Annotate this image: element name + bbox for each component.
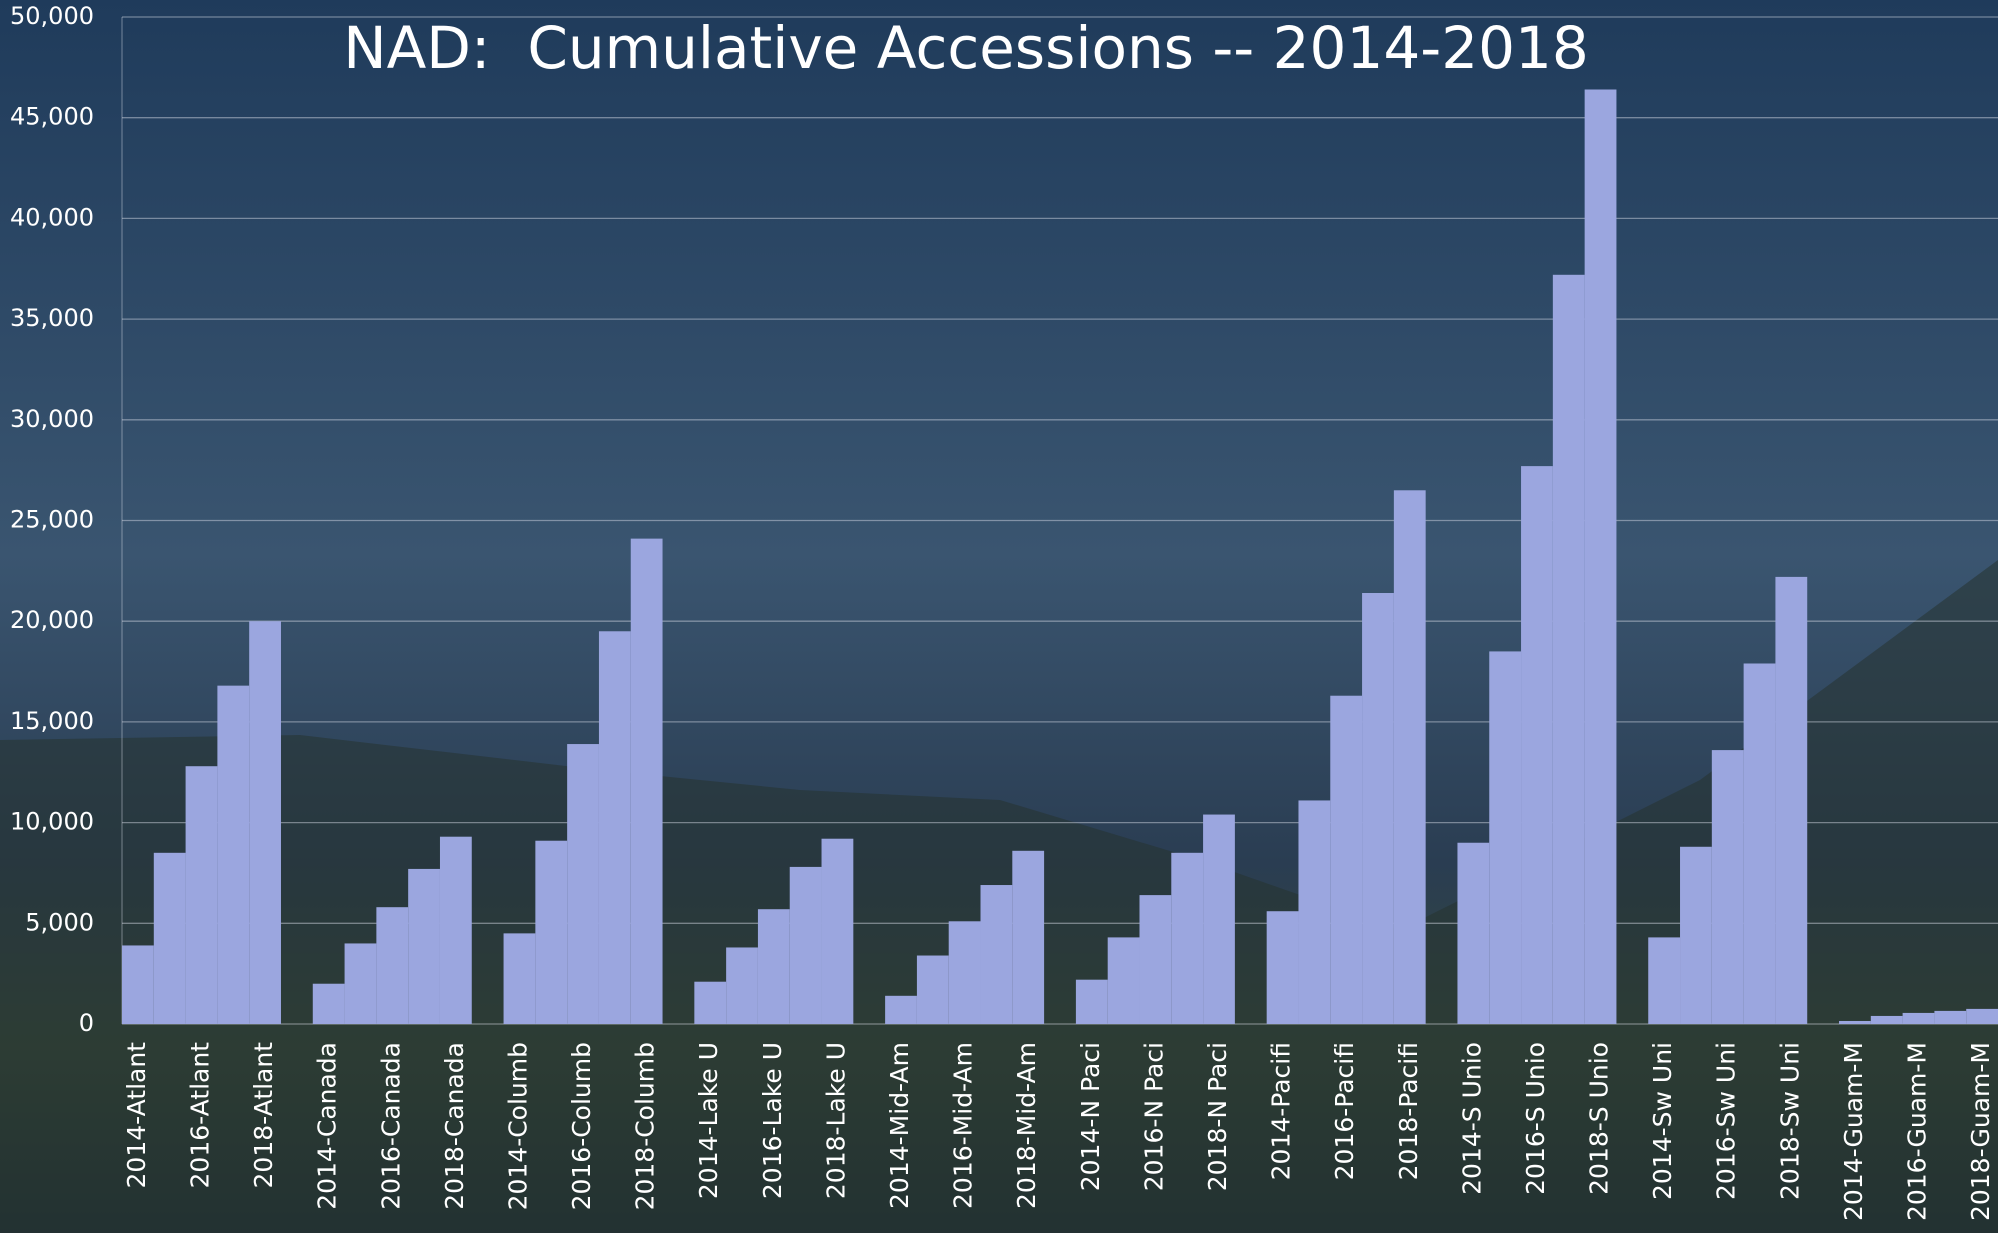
bar	[1362, 593, 1394, 1024]
x-tick-label: 2014-Pacifi	[1267, 1042, 1296, 1180]
x-tick-label: 2014-Mid-Am	[885, 1042, 914, 1209]
bar	[1012, 850, 1045, 1024]
bar	[1648, 937, 1681, 1024]
bar	[122, 945, 154, 1024]
bar	[376, 907, 409, 1024]
x-tick-label: 2016-Columb	[567, 1042, 596, 1210]
x-tick-label: 2016-Pacifi	[1330, 1042, 1359, 1180]
x-tick-label: 2014-Canada	[313, 1042, 342, 1210]
bar	[408, 868, 440, 1024]
bar	[249, 621, 281, 1024]
y-tick-label: 25,000	[10, 506, 94, 534]
bar	[1330, 695, 1363, 1024]
chart-title: NAD: Cumulative Accessions -- 2014-2018	[343, 14, 1589, 82]
bar	[757, 909, 790, 1024]
x-tick-label: 2014-Sw Uni	[1648, 1042, 1677, 1200]
x-tick-label: 2014-S Unio	[1457, 1042, 1486, 1195]
x-tick-label: 2018-Atlant	[249, 1042, 278, 1189]
x-tick-label: 2016-Sw Uni	[1712, 1042, 1741, 1200]
y-tick-label: 45,000	[10, 103, 94, 131]
x-tick-label: 2016-Lake U	[758, 1042, 787, 1199]
y-tick-label: 15,000	[10, 707, 94, 735]
bar	[1107, 937, 1140, 1024]
x-tick-label: 2016-Guam-M	[1903, 1042, 1932, 1221]
x-tick-label: 2014-Atlant	[122, 1042, 151, 1189]
bar	[1521, 466, 1553, 1024]
x-tick-label: 2018-Canada	[440, 1042, 469, 1210]
bar	[1839, 1020, 1871, 1024]
bar	[344, 943, 377, 1024]
bar	[1870, 1015, 1903, 1024]
x-tick-label: 2016-S Unio	[1521, 1042, 1550, 1195]
y-tick-label: 0	[79, 1009, 94, 1037]
bar	[567, 744, 599, 1024]
bar	[1902, 1012, 1935, 1024]
bar	[980, 885, 1013, 1024]
bar	[312, 983, 345, 1024]
bar	[726, 947, 758, 1024]
y-tick-label: 35,000	[10, 304, 94, 332]
y-tick-label: 10,000	[10, 808, 94, 836]
bar	[1584, 89, 1617, 1024]
x-tick-label: 2014-Lake U	[694, 1042, 723, 1199]
bar	[1489, 651, 1522, 1024]
x-tick-label: 2014-N Paci	[1076, 1042, 1105, 1191]
bar	[1457, 842, 1490, 1024]
bar	[885, 995, 917, 1024]
bar	[1711, 750, 1744, 1024]
bar	[1298, 800, 1331, 1024]
bar	[1680, 846, 1712, 1024]
bar	[821, 838, 854, 1024]
bar	[1934, 1010, 1967, 1024]
y-tick-label: 20,000	[10, 606, 94, 634]
x-tick-label: 2016-N Paci	[1139, 1042, 1168, 1191]
bar	[503, 933, 536, 1024]
bar	[916, 955, 949, 1024]
bar	[630, 538, 663, 1024]
bar	[1203, 814, 1235, 1024]
bar	[598, 631, 631, 1024]
bar	[535, 840, 568, 1024]
x-tick-label: 2018-Guam-M	[1966, 1042, 1995, 1221]
bar	[1966, 1008, 1998, 1024]
bar	[1393, 490, 1426, 1024]
x-tick-label: 2018-N Paci	[1203, 1042, 1232, 1191]
x-tick-label: 2014-Columb	[503, 1042, 532, 1210]
bar	[1139, 895, 1172, 1024]
bar	[153, 852, 186, 1024]
bar	[948, 921, 981, 1024]
x-tick-label: 2018-S Unio	[1585, 1042, 1614, 1195]
bar	[1552, 274, 1585, 1024]
y-tick-label: 50,000	[10, 2, 94, 30]
bar	[694, 981, 727, 1024]
x-tick-label: 2018-Lake U	[821, 1042, 850, 1199]
y-tick-label: 30,000	[10, 405, 94, 433]
y-tick-label: 5,000	[25, 908, 94, 936]
x-tick-label: 2016-Mid-Am	[949, 1042, 978, 1209]
x-tick-label: 2018-Columb	[631, 1042, 660, 1210]
bar	[1743, 663, 1776, 1024]
bar	[185, 766, 218, 1024]
x-tick-label: 2018-Pacifi	[1394, 1042, 1423, 1180]
bar	[1075, 979, 1108, 1024]
x-tick-label: 2018-Sw Uni	[1775, 1042, 1804, 1200]
bar	[217, 685, 250, 1024]
bar	[789, 866, 822, 1024]
bar	[1266, 911, 1299, 1024]
bar	[1775, 576, 1808, 1024]
x-tick-label: 2014-Guam-M	[1839, 1042, 1868, 1221]
bar	[1171, 852, 1204, 1024]
x-tick-label: 2018-Mid-Am	[1012, 1042, 1041, 1209]
bar	[439, 836, 472, 1024]
x-tick-label: 2016-Atlant	[185, 1042, 214, 1189]
x-tick-label: 2016-Canada	[376, 1042, 405, 1210]
y-tick-label: 40,000	[10, 203, 94, 231]
